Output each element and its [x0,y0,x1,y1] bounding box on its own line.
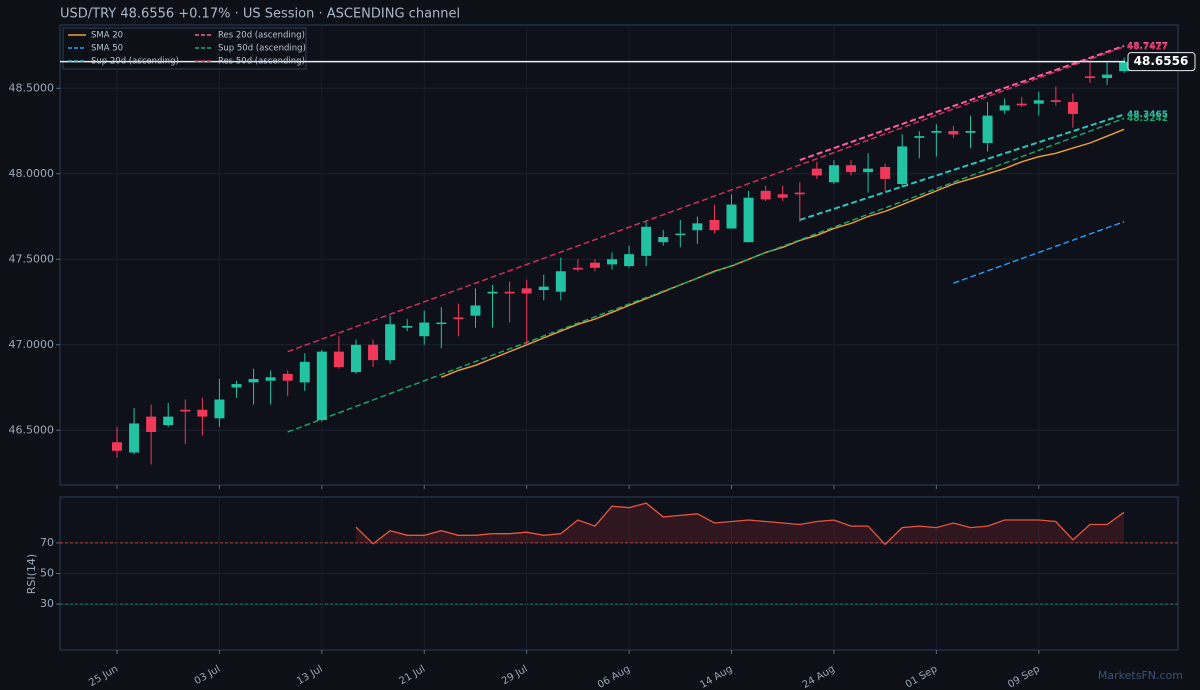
y-tick-label: 47.0000 [9,338,55,351]
candle-body [880,166,891,179]
candle-body [163,416,174,426]
candle-body [641,226,652,256]
y-tick-label: 47.5000 [9,252,55,265]
series-line [799,44,1125,162]
candle-body [112,442,122,451]
candle-body [760,190,771,200]
candle-body [897,146,908,185]
candle-body [214,399,225,419]
candle-body [572,267,583,270]
candle-body [248,378,259,383]
candle-body [197,409,208,417]
candle-body [914,136,925,138]
y-tick-label: 48.5000 [9,81,55,94]
candle-body [624,254,635,267]
legend-label: SMA 50 [91,44,123,54]
candle-body [350,344,361,373]
candle-body [402,325,413,328]
y-tick-label: 48.0000 [9,167,55,180]
series-line [799,113,1125,221]
y-tick-label: 30 [40,597,54,610]
end-label: 48.3465 [1127,110,1168,120]
candle-body [1033,100,1044,104]
candle-body [709,219,720,231]
legend-label: Sup 50d (ascending) [218,44,306,54]
y-tick-label: 46.5000 [9,423,55,436]
candle-body [1119,61,1130,72]
candle-body [419,322,430,337]
candle-body [1016,103,1027,106]
candle-body [743,197,754,243]
candle-body [316,351,327,421]
candle-body [368,344,379,361]
candle-body [385,324,396,361]
candle-body [675,233,686,236]
candle-body [777,194,788,198]
candle-body [265,377,276,381]
candle-body [436,322,447,325]
candle-body [846,165,857,173]
candle-body [1102,74,1113,79]
end-label: 48.3242 [1127,114,1168,124]
series-line [441,128,1125,378]
candle-body [487,291,498,294]
candle-body [607,259,618,265]
candle-body [692,223,703,231]
candle-body [794,192,805,195]
legend-label: Sup 20d (ascending) [91,57,179,67]
watermark: MarketsFN.com [1098,669,1183,682]
rsi-axis-label: RSI(14) [25,554,38,594]
candle-body [1067,101,1078,114]
candle-body [299,361,310,383]
candle-body [965,131,976,133]
candle-body [589,262,600,268]
series-line [953,221,1125,284]
candle-body [282,373,293,381]
candle-body [333,351,344,368]
candle-body [146,416,157,432]
series-line [287,117,1125,433]
candle-body [726,204,737,229]
candle-body [521,288,532,294]
last-price-box [1127,52,1196,72]
rsi-area [356,503,1125,545]
y-tick-label: 70 [40,536,54,549]
candle-body [828,165,839,183]
candle-body [1084,76,1095,79]
candle-body [555,271,566,292]
legend-label: Res 20d (ascending) [218,31,305,41]
legend-label: SMA 20 [91,31,123,41]
rsi-line [355,502,1125,546]
end-label: 48.7427 [1127,42,1168,52]
candle-body [129,423,140,453]
last-price-label: 48.6556 [1134,54,1189,68]
candle-body [863,168,874,173]
candle-body [982,115,993,143]
price-panel [59,24,1179,486]
candle-body [931,131,942,133]
candle-body [504,291,515,294]
candle-body [999,105,1010,111]
candle-body [231,384,242,388]
legend-label: Res 50d (ascending) [218,57,305,67]
candle-body [470,305,481,316]
candle-body [180,409,191,412]
y-tick-label: 50 [40,567,54,580]
series-line [287,46,1125,353]
end-label: 48.7477 [1127,41,1168,51]
candle-body [453,317,464,320]
candle-body [538,286,549,291]
candle-body [948,131,959,135]
candle-body [658,237,669,243]
candle-body [811,168,822,176]
candle-body [1050,100,1061,102]
chart-title: USD/TRY 48.6556 +0.17% · US Session · AS… [60,7,460,22]
